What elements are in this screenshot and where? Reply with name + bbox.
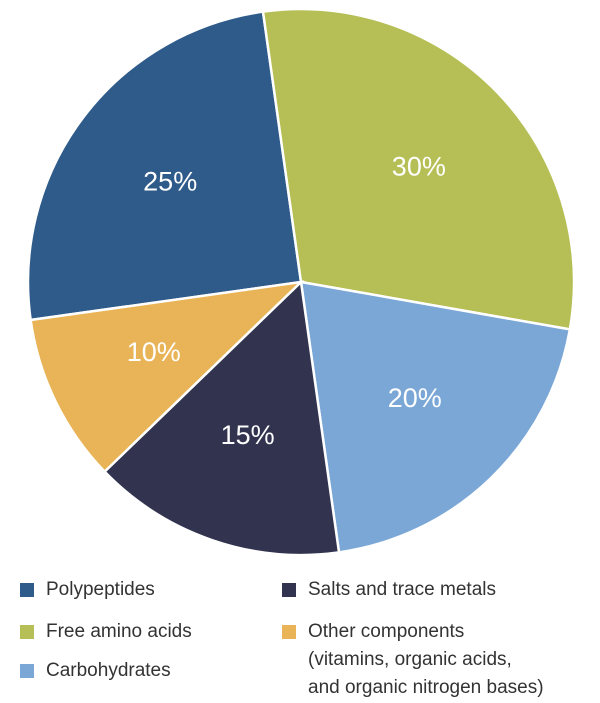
legend-label: Carbohydrates <box>46 660 171 681</box>
legend-item: Other components (vitamins, organic acid… <box>282 618 544 702</box>
value-label: 30% <box>392 151 446 181</box>
legend-label: Free amino acids <box>46 621 192 642</box>
legend-label: Salts and trace metals <box>308 579 496 600</box>
slice <box>29 280 305 474</box>
legend-item: Free amino acids <box>20 618 192 646</box>
legend-swatch <box>282 625 296 639</box>
value-label: 15% <box>221 420 275 450</box>
slice <box>299 280 572 554</box>
slice <box>102 279 341 557</box>
value-label: 10% <box>127 337 181 367</box>
legend-swatch <box>20 625 34 639</box>
legend-item: Salts and trace metals <box>282 576 496 604</box>
slice <box>261 7 576 331</box>
legend-swatch <box>20 664 34 678</box>
pie: 25% 30% 20% 15% 10% <box>26 7 576 557</box>
legend-label: Other components (vitamins, organic acid… <box>308 621 544 698</box>
slice <box>26 10 303 322</box>
legend-item: Polypeptides <box>20 576 155 604</box>
value-label: 20% <box>388 383 442 413</box>
legend-label: Polypeptides <box>46 579 155 600</box>
value-label: 25% <box>143 167 197 197</box>
legend-item: Carbohydrates <box>20 657 171 685</box>
legend-swatch <box>282 583 296 597</box>
legend-swatch <box>20 583 34 597</box>
